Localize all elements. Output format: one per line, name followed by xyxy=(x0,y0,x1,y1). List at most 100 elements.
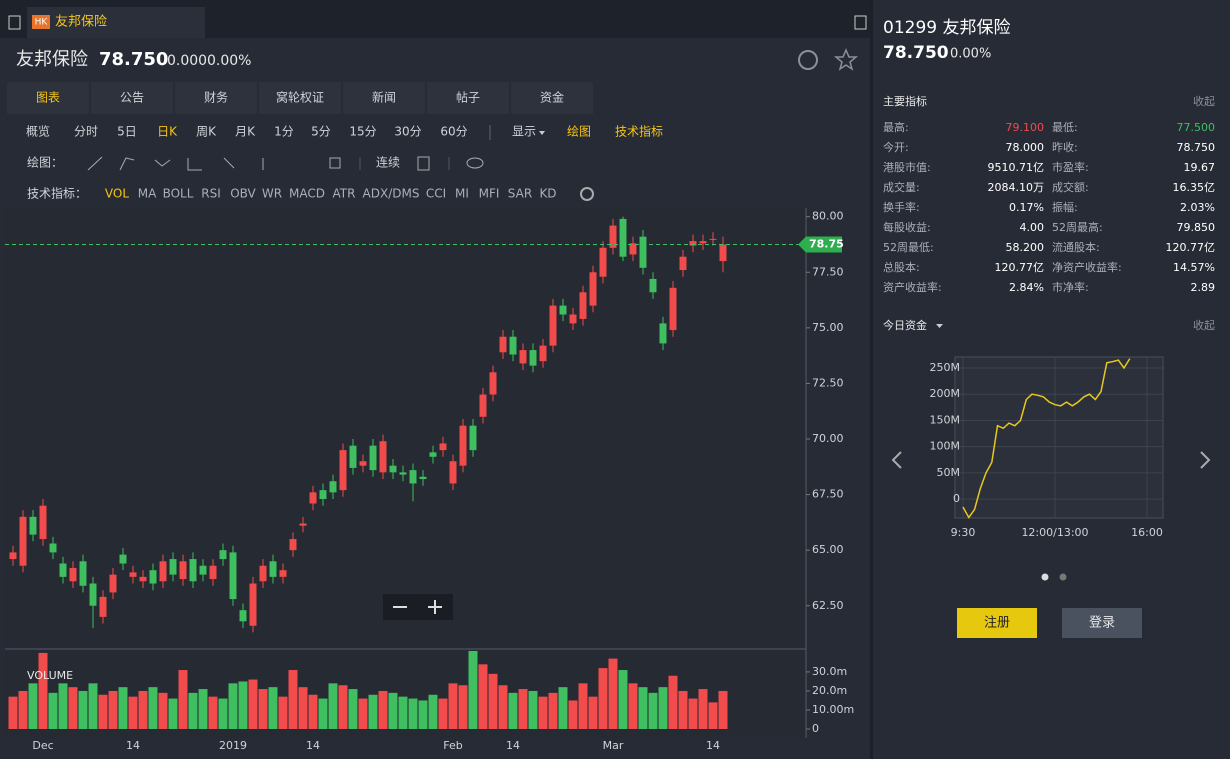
candle-body xyxy=(209,565,217,580)
x-tick-label: 14 xyxy=(126,739,140,752)
indicator[interactable]: OBV xyxy=(230,187,256,201)
candle-body xyxy=(689,241,697,246)
volume-bar xyxy=(468,651,478,729)
tab[interactable] xyxy=(27,7,205,38)
indicator[interactable]: SAR xyxy=(508,187,532,201)
candle-body xyxy=(309,492,317,504)
candle-body xyxy=(319,490,327,500)
next-arrow[interactable] xyxy=(1200,451,1211,469)
login-button[interactable] xyxy=(1062,608,1142,638)
y-tick-label: 62.50 xyxy=(812,599,844,612)
x-tick-label: 14 xyxy=(306,739,320,752)
indicator[interactable]: MACD xyxy=(289,187,325,201)
draw-tools[interactable] xyxy=(87,156,594,201)
pager-dot[interactable] xyxy=(1059,573,1067,581)
login-label[interactable]: 登录 xyxy=(1089,616,1115,631)
tool-arrow[interactable] xyxy=(223,157,235,169)
indicator[interactable]: RSI xyxy=(201,187,221,201)
indicator[interactable]: MA xyxy=(138,187,157,201)
y-tick-label: 72.50 xyxy=(812,376,844,389)
continuous[interactable]: 连续 xyxy=(376,155,400,170)
tab-label[interactable]: 公告 xyxy=(120,91,144,105)
prev-arrow[interactable] xyxy=(891,451,902,469)
period[interactable]: 日K xyxy=(157,125,178,139)
metric-label: 市净率: xyxy=(1052,280,1089,294)
period[interactable]: 15分 xyxy=(349,125,376,139)
indicator[interactable]: MI xyxy=(455,187,469,201)
indicator[interactable]: KD xyxy=(539,187,556,201)
tab-button[interactable] xyxy=(427,82,509,114)
tool-channel[interactable] xyxy=(119,157,135,171)
y-tick-label: 150M xyxy=(930,413,961,426)
indicator[interactable]: WR xyxy=(262,187,282,201)
period[interactable]: 5日 xyxy=(117,125,137,139)
candle-body xyxy=(129,572,137,577)
period[interactable]: 60分 xyxy=(440,125,467,139)
indicator[interactable]: ATR xyxy=(333,187,356,201)
tab-label[interactable]: 帖子 xyxy=(456,90,480,105)
x-tick-label: Feb xyxy=(443,739,462,752)
settings-icon[interactable] xyxy=(580,187,594,201)
period[interactable]: 月K xyxy=(235,125,256,139)
register-button[interactable] xyxy=(957,608,1037,638)
candle-body xyxy=(179,561,187,580)
tab-label[interactable]: 窝轮权证 xyxy=(276,90,324,105)
eye-icon[interactable] xyxy=(466,157,484,169)
display-menu[interactable]: 显示 xyxy=(512,125,536,139)
indicator[interactable]: MFI xyxy=(479,187,500,201)
refresh-icon[interactable] xyxy=(798,50,818,70)
side-price: 78.750 xyxy=(883,43,949,63)
metric-label: 净资产收益率: xyxy=(1052,260,1122,274)
tab-button[interactable] xyxy=(7,82,89,114)
period[interactable]: 1分 xyxy=(274,125,294,139)
metric-value: 16.35亿 xyxy=(1173,181,1216,194)
candle-body xyxy=(99,596,107,617)
tool-fib[interactable] xyxy=(187,158,202,171)
tool-bars[interactable] xyxy=(329,157,341,169)
indicator[interactable]: BOLL xyxy=(163,187,194,201)
panel-icon[interactable] xyxy=(854,15,867,30)
tab-button[interactable] xyxy=(511,82,593,114)
period[interactable]: 分时 xyxy=(74,125,98,139)
stock-price: 78.750 xyxy=(99,49,168,70)
candle-body xyxy=(269,561,277,577)
period[interactable]: 5分 xyxy=(311,125,331,139)
tab-label[interactable]: 财务 xyxy=(204,90,228,105)
metric-value: 58.200 xyxy=(1006,241,1045,254)
indicator-toggle[interactable]: 技术指标 xyxy=(615,124,663,139)
volume-bar xyxy=(698,689,708,729)
collapse[interactable]: 收起 xyxy=(1193,94,1215,108)
tab-button[interactable] xyxy=(175,82,257,114)
tab-label[interactable]: 新闻 xyxy=(372,90,396,105)
register-label[interactable]: 注册 xyxy=(984,616,1010,631)
collapse[interactable]: 收起 xyxy=(1193,318,1215,332)
indicator[interactable]: VOL xyxy=(105,187,129,201)
indicator[interactable]: ADX/DMS xyxy=(363,187,420,201)
tab-button[interactable] xyxy=(343,82,425,114)
metric-label: 市盈率: xyxy=(1052,160,1089,174)
candle-body xyxy=(519,350,527,364)
period[interactable]: 概览 xyxy=(26,124,50,139)
tab-label[interactable]: 资金 xyxy=(540,90,564,105)
indicator[interactable]: CCI xyxy=(426,187,446,201)
delete-icon[interactable] xyxy=(417,156,430,171)
y-tick-label: 65.00 xyxy=(812,543,844,556)
volume-bar xyxy=(198,689,208,729)
x-tick-label: 9:30 xyxy=(951,526,976,539)
panel-icon[interactable] xyxy=(8,15,21,30)
period[interactable]: 周K xyxy=(196,125,217,139)
tool-line[interactable] xyxy=(87,156,103,171)
volume-bar xyxy=(438,698,448,729)
period[interactable]: 30分 xyxy=(394,125,421,139)
tab-button[interactable] xyxy=(259,82,341,114)
flow-chart-area xyxy=(954,356,1164,519)
section-title[interactable]: 今日资金 xyxy=(883,318,927,332)
tool-wave[interactable] xyxy=(154,159,171,167)
star-icon[interactable] xyxy=(833,48,859,71)
pager-dot[interactable] xyxy=(1041,573,1049,581)
volume-bar xyxy=(238,681,248,729)
tab-label[interactable]: 图表 xyxy=(36,91,60,105)
tab-button[interactable] xyxy=(91,82,173,114)
draw-toggle[interactable]: 绘图 xyxy=(567,124,591,139)
tab-title[interactable]: 友邦保险 xyxy=(55,14,107,30)
